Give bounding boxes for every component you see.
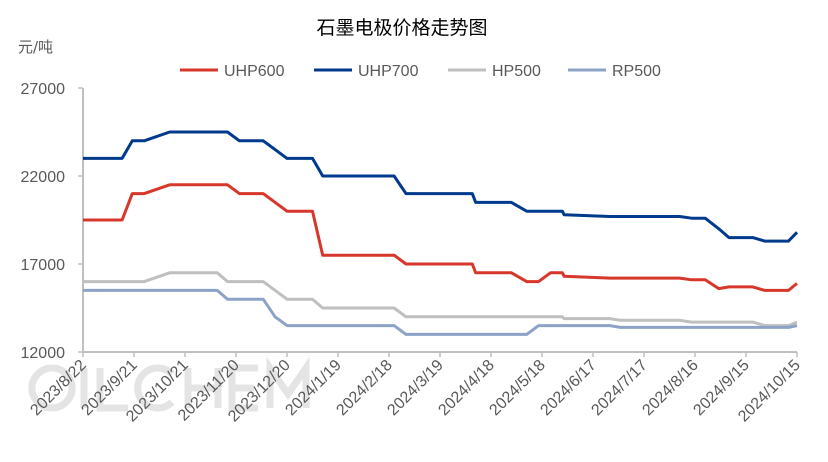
watermark-letter (96, 368, 128, 412)
watermark-logo (28, 356, 310, 412)
axes: 120001700022000270002023/8/222023/9/2120… (21, 81, 804, 425)
y-tick-label: 27000 (21, 81, 66, 98)
series-line-uhp600 (83, 183, 798, 292)
watermark-letter (184, 368, 222, 408)
legend-label: UHP600 (224, 63, 285, 80)
y-axis-unit: 元/吨 (18, 38, 53, 56)
y-tick-label: 22000 (21, 169, 66, 186)
legend: UHP600 UHP700 HP500 RP500 (180, 63, 661, 80)
series-line-uhp700 (83, 130, 799, 243)
watermark-letter (28, 364, 76, 412)
legend-label: UHP700 (358, 63, 419, 80)
legend-label: RP500 (612, 63, 661, 80)
y-tick-label: 12000 (21, 345, 66, 362)
watermark-letter (228, 364, 258, 412)
series-lines (83, 130, 799, 336)
legend-label: HP500 (492, 63, 541, 80)
watermark-letter (266, 356, 310, 408)
series-line-rp500 (83, 288, 798, 336)
chart-title: 石墨电极价格走势图 (316, 17, 487, 39)
series-line-hp500 (83, 271, 798, 328)
watermark-letter (134, 364, 175, 412)
y-tick-label: 17000 (21, 257, 66, 274)
